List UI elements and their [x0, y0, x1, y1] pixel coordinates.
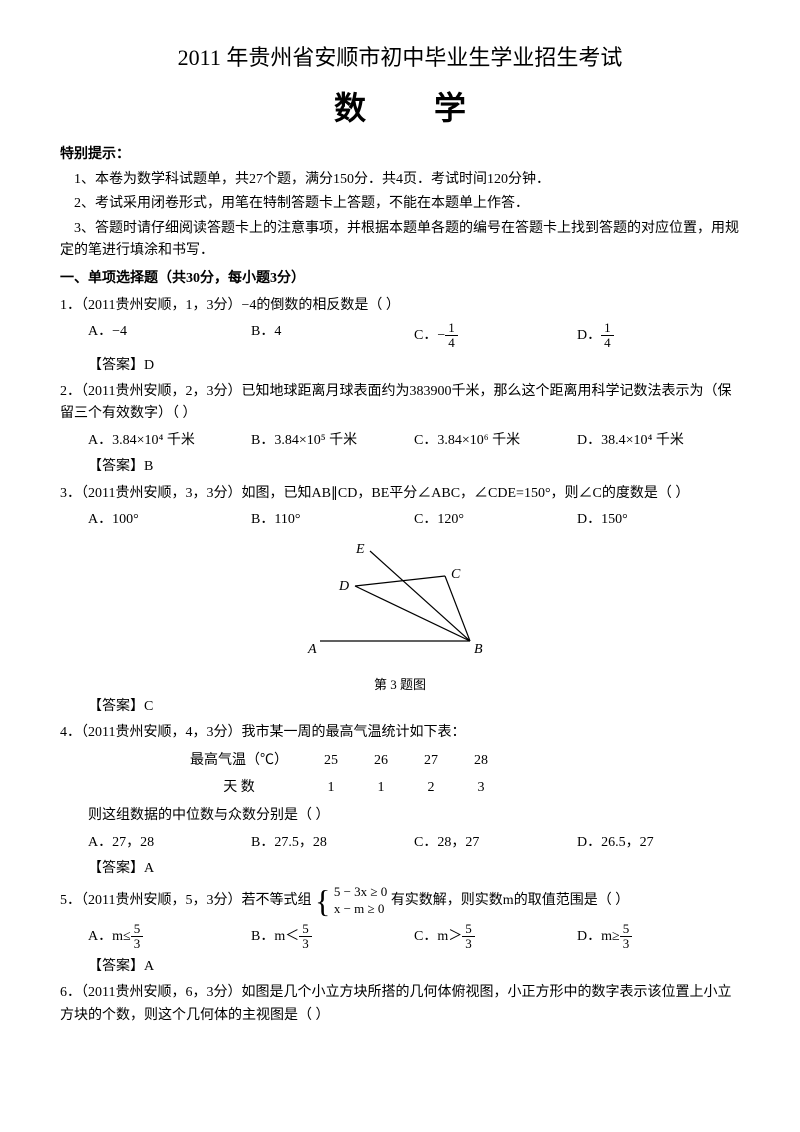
q2-opt-d: D．38.4×10⁴ 千米: [577, 430, 740, 452]
q5-ineq1: 5 − 3x ≥ 0: [334, 884, 387, 899]
q4-opt-c: C．28，27: [414, 832, 577, 854]
q4-row1-label: 最高气温（℃）: [172, 748, 306, 774]
q2-opt-c: C．3.84×10⁶ 千米: [414, 430, 577, 452]
question-4: 4．（2011贵州安顺，4，3分）我市某一周的最高气温统计如下表：: [60, 722, 740, 744]
q3-caption: 第 3 题图: [60, 675, 740, 696]
q5-stem-pre: 5．（2011贵州安顺，5，3分）若不等式组: [60, 893, 311, 908]
svg-text:B: B: [474, 642, 483, 656]
q3-opt-d: D．150°: [577, 509, 740, 531]
q3-opt-b: B．110°: [251, 509, 414, 531]
question-6: 6．（2011贵州安顺，6，3分）如图是几个小立方块所搭的几何体俯视图，小正方形…: [60, 982, 740, 1027]
q2-opt-a: A．3.84×10⁴ 千米: [88, 430, 251, 452]
q4-r2c1: 1: [306, 775, 356, 801]
q5-inequalities: 5 − 3x ≥ 0 x − m ≥ 0: [334, 884, 387, 918]
q1-d-frac: 14: [601, 321, 614, 351]
page-title: 2011 年贵州省安顺市初中毕业生学业招生考试: [60, 40, 740, 75]
svg-text:C: C: [451, 567, 461, 582]
question-3: 3．（2011贵州安顺，3，3分）如图，已知AB∥CD，BE平分∠ABC，∠CD…: [60, 483, 740, 505]
q5-ineq2: x − m ≥ 0: [334, 901, 385, 916]
q1-opt-d: D．14: [577, 321, 740, 351]
q1-opt-b: B．4: [251, 321, 414, 351]
q1-opt-a: A．−4: [88, 321, 251, 351]
question-2: 2．（2011贵州安顺，2，3分）已知地球距离月球表面约为383900千米，那么…: [60, 381, 740, 426]
hints-header: 特别提示：: [60, 144, 740, 166]
q4-r2c2: 1: [356, 775, 406, 801]
question-4-options: A．27，28 B．27.5，28 C．28，27 D．26.5，27: [88, 832, 740, 854]
q1-opt-c: C．−14: [414, 321, 577, 351]
q5-a-pre: A．m≤: [88, 929, 131, 944]
q4-r1c2: 26: [356, 748, 406, 774]
q5-a-frac: 53: [131, 922, 144, 952]
q1-d-prefix: D．: [577, 328, 601, 343]
q4-r2c3: 2: [406, 775, 456, 801]
brace-icon: {: [315, 887, 330, 916]
hint-2: 2、考试采用闭卷形式，用笔在特制答题卡上答题，不能在本题单上作答．: [60, 193, 740, 215]
question-3-options: A．100° B．110° C．120° D．150°: [88, 509, 740, 531]
q3-opt-c: C．120°: [414, 509, 577, 531]
q1-answer: 【答案】D: [88, 355, 740, 377]
q5-opt-b: B．m＜53: [251, 922, 414, 952]
section-1-title: 一、单项选择题（共30分，每小题3分）: [60, 268, 740, 290]
q4-r1c3: 27: [406, 748, 456, 774]
svg-text:A: A: [307, 642, 317, 656]
q4-table: 最高气温（℃） 25 26 27 28 天 数 1 1 2 3: [172, 748, 506, 801]
q4-sub: 则这组数据的中位数与众数分别是（ ）: [88, 805, 740, 827]
q4-opt-a: A．27，28: [88, 832, 251, 854]
q5-d-frac: 53: [620, 922, 633, 952]
q5-opt-c: C．m＞53: [414, 922, 577, 952]
q5-answer: 【答案】A: [88, 956, 740, 978]
q1-c-frac: 14: [445, 321, 458, 351]
question-2-options: A．3.84×10⁴ 千米 B．3.84×10⁵ 千米 C．3.84×10⁶ 千…: [88, 430, 740, 452]
q2-answer: 【答案】B: [88, 456, 740, 478]
question-5-options: A．m≤53 B．m＜53 C．m＞53 D．m≥53: [88, 922, 740, 952]
q3-geometry-svg: A B D C E: [300, 541, 500, 656]
svg-text:E: E: [355, 542, 365, 557]
q3-answer: 【答案】C: [88, 696, 740, 718]
hint-3: 3、答题时请仔细阅读答题卡上的注意事项，并根据本题单各题的编号在答题卡上找到答题…: [60, 218, 740, 263]
q3-diagram: A B D C E: [60, 541, 740, 664]
q5-d-pre: D．m≥: [577, 929, 620, 944]
svg-text:D: D: [338, 579, 349, 594]
question-1: 1．（2011贵州安顺，1，3分）−4的倒数的相反数是（ ）: [60, 295, 740, 317]
question-1-options: A．−4 B．4 C．−14 D．14: [88, 321, 740, 351]
q2-opt-b: B．3.84×10⁵ 千米: [251, 430, 414, 452]
q4-r1c1: 25: [306, 748, 356, 774]
q4-r2c4: 3: [456, 775, 506, 801]
q5-stem-post: 有实数解，则实数m的取值范围是（ ）: [391, 893, 629, 908]
q5-b-frac: 53: [299, 922, 312, 952]
q5-c-frac: 53: [462, 922, 475, 952]
q4-row2-label: 天 数: [172, 775, 306, 801]
q4-opt-b: B．27.5，28: [251, 832, 414, 854]
q4-opt-d: D．26.5，27: [577, 832, 740, 854]
hint-1: 1、本卷为数学科试题单，共27个题，满分150分．共4页．考试时间120分钟．: [60, 169, 740, 191]
q4-answer: 【答案】A: [88, 858, 740, 880]
q5-opt-a: A．m≤53: [88, 922, 251, 952]
question-5: 5．（2011贵州安顺，5，3分）若不等式组 { 5 − 3x ≥ 0 x − …: [60, 884, 740, 918]
q5-c-pre: C．m＞: [414, 929, 462, 944]
q1-c-prefix: C．−: [414, 328, 445, 343]
q4-r1c4: 28: [456, 748, 506, 774]
subject-heading: 数 学: [60, 83, 740, 134]
q3-opt-a: A．100°: [88, 509, 251, 531]
q5-opt-d: D．m≥53: [577, 922, 740, 952]
q5-b-pre: B．m＜: [251, 929, 299, 944]
